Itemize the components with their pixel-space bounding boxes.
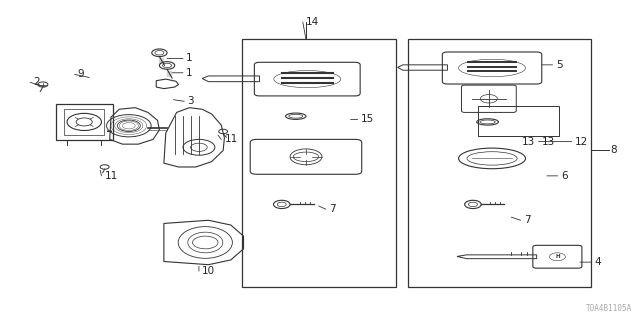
Text: H: H	[555, 254, 559, 259]
Bar	[408, 39, 591, 287]
Text: 4: 4	[594, 257, 600, 267]
Text: 1: 1	[186, 53, 193, 63]
Text: 11: 11	[225, 134, 237, 144]
Text: 7: 7	[329, 204, 335, 214]
Text: 6: 6	[561, 171, 568, 181]
Text: 12: 12	[575, 137, 588, 147]
Text: 1: 1	[186, 68, 193, 78]
Text: 8: 8	[610, 146, 616, 156]
Text: 15: 15	[361, 114, 374, 124]
Bar	[478, 106, 559, 136]
Text: 10: 10	[202, 266, 215, 276]
Bar	[243, 39, 396, 287]
Text: 11: 11	[104, 171, 118, 181]
Text: 3: 3	[188, 96, 194, 106]
Text: 14: 14	[306, 17, 319, 27]
Text: 5: 5	[556, 60, 563, 70]
Text: 13: 13	[522, 137, 536, 147]
Text: 2: 2	[33, 77, 40, 87]
Text: 9: 9	[78, 69, 84, 79]
Text: 13: 13	[541, 137, 555, 147]
Text: 7: 7	[524, 215, 531, 225]
Text: T0A4B1105A: T0A4B1105A	[586, 304, 632, 313]
